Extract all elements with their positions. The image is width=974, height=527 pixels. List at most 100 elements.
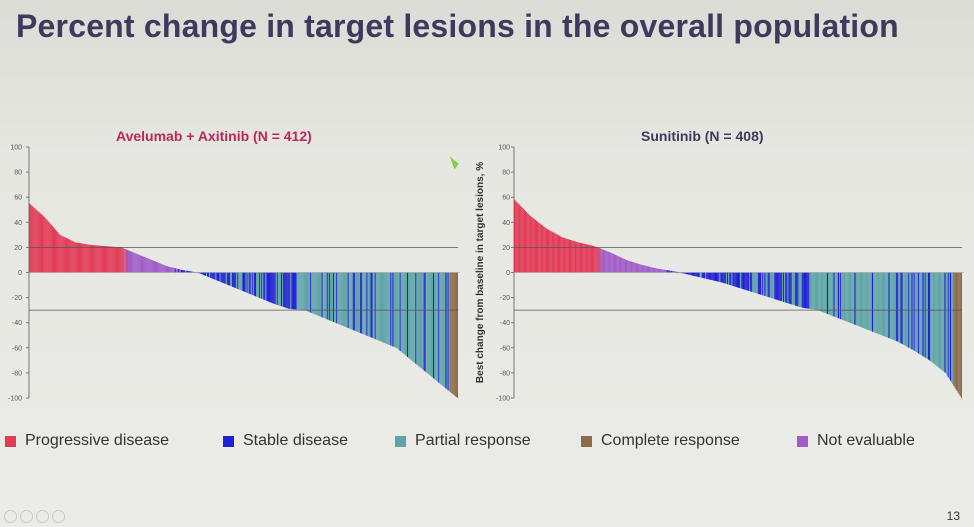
bar — [388, 272, 390, 345]
bar — [759, 272, 762, 295]
bar — [143, 256, 145, 273]
bar — [767, 272, 769, 298]
bar — [632, 262, 634, 273]
bar — [518, 204, 520, 273]
bar — [763, 272, 765, 296]
bar — [401, 272, 403, 353]
bar — [125, 249, 127, 273]
bar — [263, 272, 265, 300]
bar — [539, 223, 541, 273]
bar — [212, 272, 214, 279]
legend-item-partial-response: Partial response — [395, 432, 531, 450]
bar — [376, 272, 378, 340]
menu-icon[interactable] — [52, 510, 65, 523]
bar — [527, 213, 529, 273]
bar — [845, 272, 847, 322]
bar — [955, 272, 957, 390]
bar — [903, 272, 905, 346]
bar — [241, 272, 243, 291]
bar — [224, 272, 226, 284]
bar — [549, 230, 551, 273]
bar — [437, 272, 439, 382]
bar — [339, 272, 341, 325]
bar — [615, 254, 617, 273]
bar — [656, 268, 658, 273]
bar — [215, 272, 217, 280]
bar — [354, 272, 356, 332]
bar — [940, 272, 942, 370]
bar — [896, 272, 898, 342]
bar — [300, 272, 302, 310]
bar — [687, 272, 689, 275]
bar — [340, 272, 342, 326]
bar — [844, 272, 846, 321]
bar — [897, 272, 899, 342]
bar — [414, 272, 416, 363]
bar — [145, 257, 147, 273]
bar — [871, 272, 874, 332]
bar — [94, 245, 96, 273]
y-tick-label: 40 — [502, 220, 510, 227]
bar — [892, 272, 894, 340]
bar — [604, 250, 606, 273]
bar — [307, 272, 309, 312]
bar — [719, 272, 721, 283]
bar — [95, 245, 97, 273]
bar — [389, 272, 391, 346]
bar — [63, 236, 65, 273]
bar — [673, 271, 675, 273]
bar — [593, 245, 595, 273]
bar — [167, 266, 169, 273]
bar — [295, 272, 297, 310]
slide-controls[interactable] — [4, 510, 65, 523]
bar — [217, 272, 219, 281]
bar — [118, 247, 120, 273]
bar — [285, 272, 287, 308]
bar — [273, 272, 275, 304]
bar — [748, 272, 751, 292]
bar — [878, 272, 880, 335]
bar — [83, 243, 85, 273]
bar — [268, 272, 270, 302]
bar — [534, 219, 536, 273]
bar — [69, 239, 71, 273]
bar — [754, 272, 756, 293]
bar — [412, 272, 414, 362]
bar — [363, 272, 365, 335]
bar — [543, 226, 545, 273]
bar — [146, 258, 148, 273]
bar — [368, 272, 370, 337]
bar — [439, 272, 441, 384]
bar — [250, 272, 252, 295]
bar — [254, 272, 256, 297]
bar — [906, 272, 908, 347]
zoom-icon[interactable] — [36, 510, 49, 523]
bar — [545, 228, 547, 273]
bar — [582, 243, 584, 273]
prev-slide-icon[interactable] — [4, 510, 17, 523]
slide-title: Percent change in target lesions in the … — [16, 8, 899, 44]
bar — [565, 238, 567, 273]
bar — [926, 272, 928, 360]
bar — [328, 272, 330, 321]
bar — [168, 266, 170, 273]
bar — [837, 272, 840, 319]
bar — [787, 272, 789, 304]
bar — [309, 272, 311, 313]
bar — [639, 264, 641, 273]
bar — [802, 272, 804, 308]
bar — [366, 272, 368, 336]
bar — [750, 272, 752, 292]
bar — [96, 245, 98, 273]
bar — [411, 272, 413, 361]
bar — [384, 272, 386, 343]
bar — [171, 267, 173, 273]
bar — [742, 272, 744, 290]
bar — [762, 272, 764, 296]
bar — [597, 247, 599, 273]
bar — [266, 272, 268, 301]
bar — [517, 203, 519, 273]
bar — [768, 272, 770, 298]
pen-icon[interactable] — [20, 510, 33, 523]
bar — [55, 229, 57, 273]
